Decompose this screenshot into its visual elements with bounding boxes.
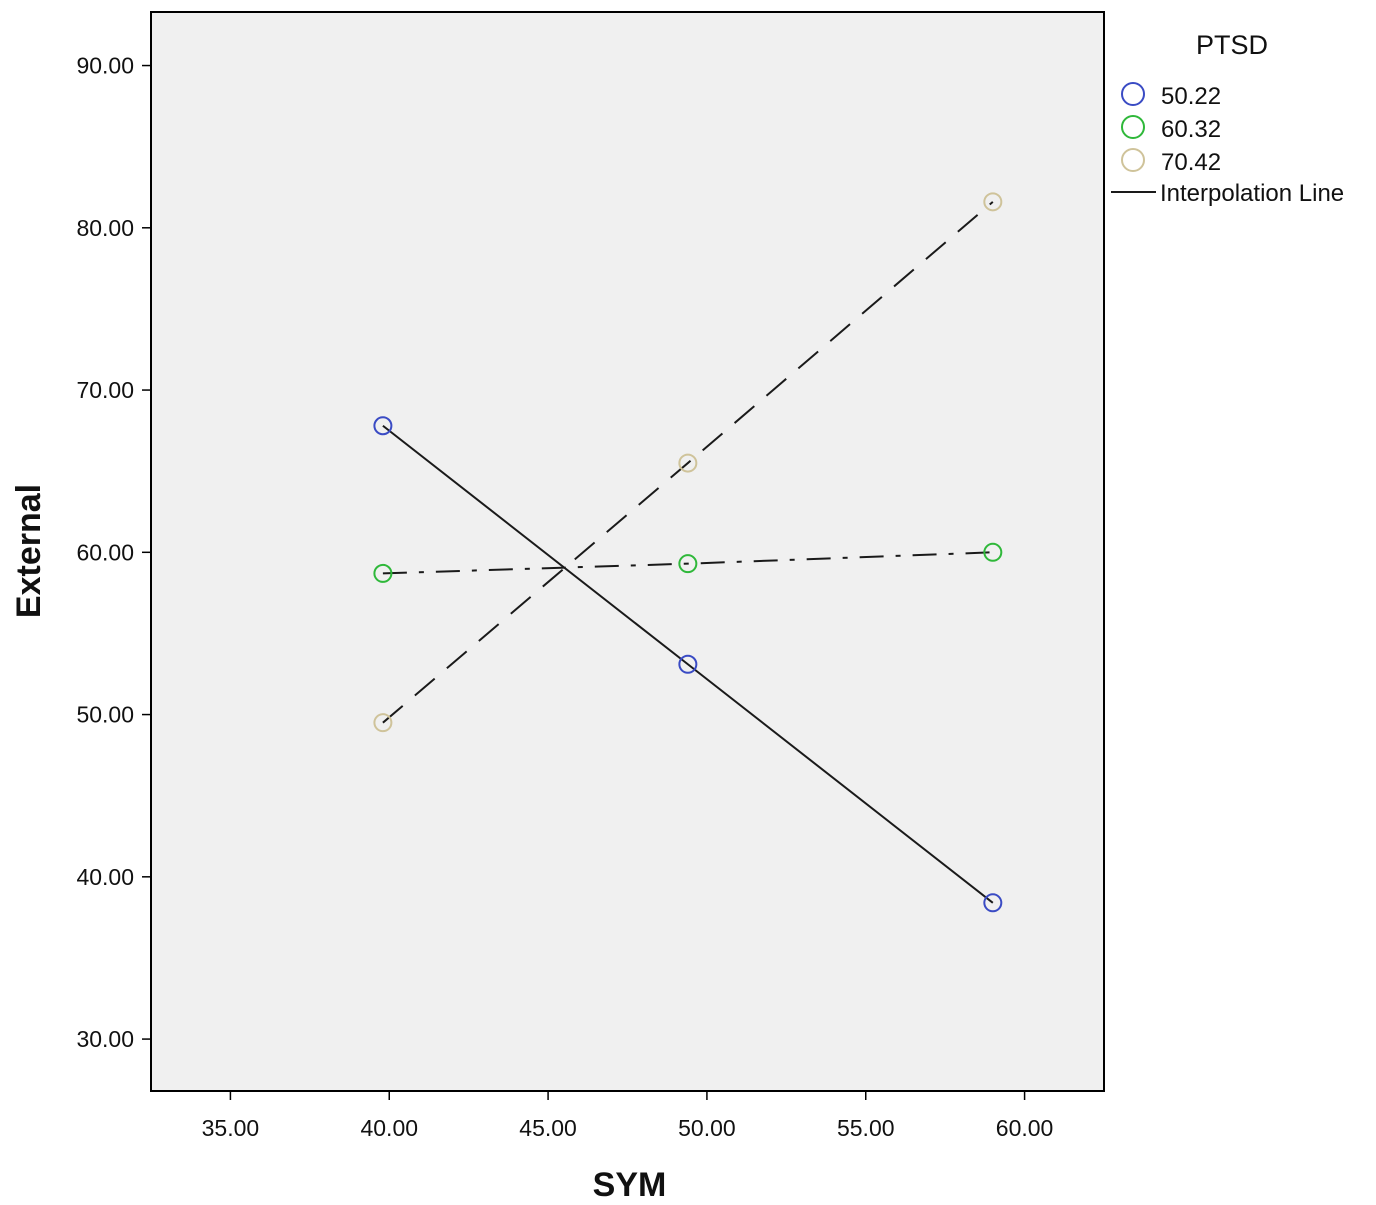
x-axis: 35.00 40.00 45.00 50.00 55.00 60.00 — [202, 1091, 1054, 1141]
y-tick-label: 80.00 — [76, 215, 134, 241]
interpolation-line — [382, 551, 993, 575]
y-tick-label: 30.00 — [76, 1026, 134, 1052]
data-point — [678, 453, 698, 473]
legend-interpolation-label: Interpolation Line — [1160, 180, 1344, 207]
series-60-32 — [373, 542, 1003, 583]
legend-marker — [1121, 115, 1145, 139]
legend-items: 50.22 60.32 70.42 Interpolation Line — [1111, 82, 1344, 207]
data-point — [983, 893, 1003, 913]
legend: PTSD 50.22 60.32 70.42 Interpolation Line — [1111, 30, 1344, 207]
data-point — [678, 654, 698, 674]
data-point — [373, 713, 393, 733]
interpolation-line — [382, 201, 994, 724]
legend-label: 50.22 — [1161, 83, 1221, 110]
legend-marker — [1121, 82, 1145, 106]
y-axis: 30.00 40.00 50.00 60.00 70.00 80.00 90.00 — [76, 53, 151, 1052]
series-50-22 — [373, 416, 1003, 913]
x-tick-label: 60.00 — [996, 1115, 1054, 1141]
series-layer — [373, 192, 1003, 913]
series-70-42 — [373, 192, 1003, 733]
y-axis-title: External — [10, 484, 48, 618]
y-tick-label: 40.00 — [76, 864, 134, 890]
data-point — [373, 563, 393, 583]
x-tick-label: 55.00 — [837, 1115, 895, 1141]
legend-title: PTSD — [1196, 30, 1268, 60]
data-point — [983, 192, 1003, 212]
legend-label: 70.42 — [1161, 149, 1221, 176]
interpolation-line — [382, 424, 994, 904]
legend-label: 60.32 — [1161, 116, 1221, 143]
y-tick-label: 60.00 — [76, 539, 134, 565]
y-tick-label: 70.00 — [76, 377, 134, 403]
x-tick-label: 50.00 — [678, 1115, 736, 1141]
data-point — [983, 542, 1003, 562]
data-point — [678, 554, 698, 574]
x-tick-label: 35.00 — [202, 1115, 260, 1141]
x-tick-label: 45.00 — [519, 1115, 577, 1141]
x-tick-label: 40.00 — [360, 1115, 418, 1141]
data-point — [373, 416, 393, 436]
x-axis-title: SYM — [593, 1166, 667, 1204]
y-tick-label: 90.00 — [76, 53, 134, 79]
plot-area — [150, 11, 1105, 1092]
y-tick-label: 50.00 — [76, 702, 134, 728]
legend-marker — [1121, 148, 1145, 172]
